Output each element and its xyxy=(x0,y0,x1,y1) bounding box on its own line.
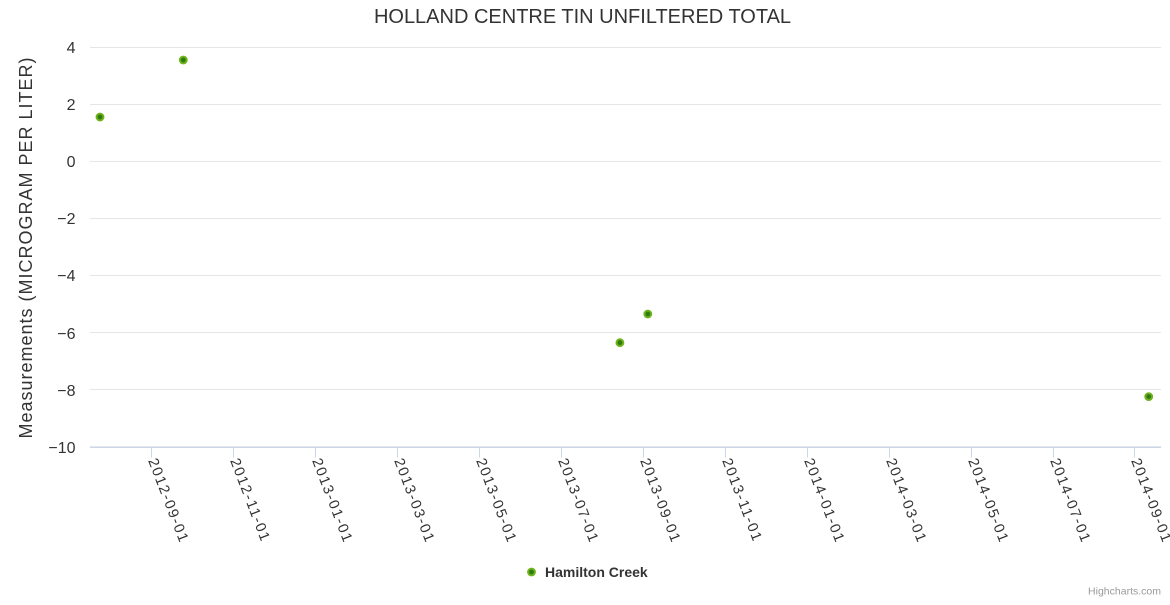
svg-text:4: 4 xyxy=(67,40,76,57)
svg-text:Highcharts.com: Highcharts.com xyxy=(1088,586,1161,598)
svg-text:2: 2 xyxy=(67,97,76,114)
svg-text:−6: −6 xyxy=(57,326,75,343)
svg-text:−10: −10 xyxy=(48,440,75,457)
svg-text:HOLLAND CENTRE TIN UNFILTERED: HOLLAND CENTRE TIN UNFILTERED TOTAL xyxy=(374,6,791,28)
svg-text:−8: −8 xyxy=(57,383,75,400)
svg-text:−4: −4 xyxy=(57,268,75,285)
svg-text:−2: −2 xyxy=(57,211,75,228)
svg-text:Measurements (MICROGRAM PER LI: Measurements (MICROGRAM PER LITER) xyxy=(16,56,36,438)
svg-text:Hamilton Creek: Hamilton Creek xyxy=(545,564,648,580)
svg-text:0: 0 xyxy=(67,154,76,171)
